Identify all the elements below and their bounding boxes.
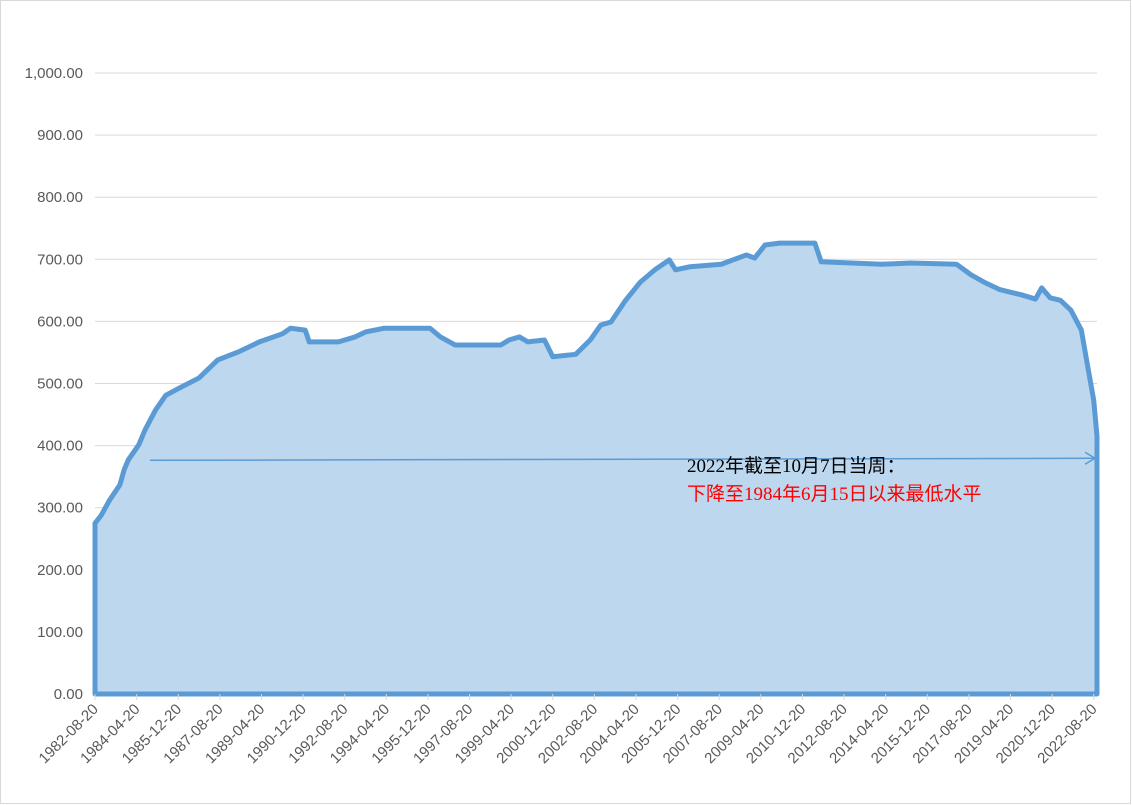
y-tick-label: 300.00 [37,500,83,517]
area [92,240,1100,697]
y-tick-label: 400.00 [37,438,83,455]
y-tick-label: 200.00 [37,562,83,579]
annotation: 2022年截至10月7日当周： [687,455,906,477]
y-tick-label: 500.00 [37,376,83,393]
y-tick-label: 900.00 [37,127,83,144]
y-tick-label: 600.00 [37,313,83,330]
y-tick-label: 0.00 [54,686,83,703]
y-tick-label: 1,000.00 [25,65,83,82]
y-tick-label: 800.00 [37,189,83,206]
y-tick-label: 700.00 [37,251,83,268]
annotation-arrow [149,457,1096,462]
y-tick-label: 100.00 [37,624,83,641]
arrow-head [1084,451,1097,465]
annotation: 下降至1984年6月15日以来最低水平 [687,483,982,505]
